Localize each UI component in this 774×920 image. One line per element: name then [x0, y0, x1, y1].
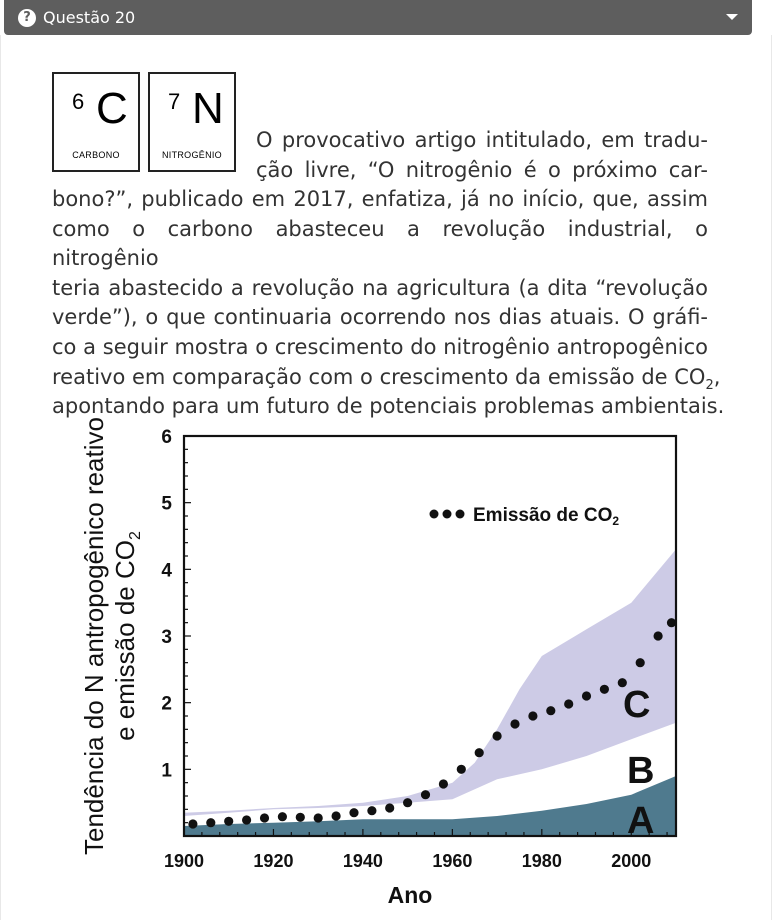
- legend-dot: [455, 509, 465, 519]
- y-tick-label: 3: [161, 627, 172, 648]
- y-axis-label-line2: e emissão de CO2: [110, 531, 144, 741]
- co2-point: [188, 819, 198, 829]
- x-tick-label: 2000: [611, 851, 651, 871]
- nitrogen-co2-chart: 1 2 3 4 5 6 1900 1920 1940 1960 1980 2000 Emissão d…: [79, 417, 678, 908]
- text-line: como o carbono abasteceu a revolução ind…: [52, 216, 708, 271]
- element-symbol: N: [192, 84, 224, 133]
- co2-point: [224, 816, 234, 826]
- co2-point: [349, 808, 359, 818]
- atomic-number: 7: [168, 89, 181, 114]
- atomic-number: 6: [72, 89, 85, 114]
- co2-point: [367, 806, 377, 816]
- question-header[interactable]: ? Questão 20: [4, 0, 752, 35]
- y-axis-label: Tendência do N antropogênico reativo e e…: [79, 417, 144, 855]
- y-tick-label: 5: [161, 494, 172, 515]
- question-text-body: bono?”, publicado em 2017, enfatiza, já …: [52, 185, 725, 422]
- co2-point: [331, 811, 341, 821]
- y-tick-label: 2: [161, 694, 172, 715]
- text-line: teria abastecido a revolução na agricult…: [52, 275, 708, 300]
- co2-point: [259, 813, 270, 823]
- legend: Emissão de CO2: [429, 505, 619, 528]
- text-line: O provocativo artigo intitulado, em trad…: [256, 128, 708, 152]
- text-line: reativo em comparação com o crescimento …: [52, 364, 721, 393]
- question-text-intro: O provocativo artigo intitulado, em trad…: [256, 126, 708, 185]
- region-label-b: B: [627, 750, 654, 792]
- element-name: CARBONO: [72, 150, 120, 160]
- question-panel: [0, 35, 772, 920]
- legend-label: Emissão de CO2: [473, 505, 619, 528]
- text-line: verde”), o que continuaria ocorrendo nos…: [52, 305, 708, 330]
- co2-point: [546, 706, 556, 716]
- co2-point: [206, 818, 216, 828]
- text-line: ção livre, “O nitrogênio é o próximo car…: [256, 157, 708, 182]
- text-line: bono?”, publicado em 2017, enfatiza, já …: [52, 187, 708, 211]
- y-axis-label-line1: Tendência do N antropogênico reativo: [79, 417, 109, 855]
- co2-point: [456, 764, 466, 774]
- co2-point: [474, 748, 484, 758]
- x-tick-label: 1900: [164, 851, 204, 871]
- co2-point: [510, 719, 520, 729]
- co2-point: [528, 711, 538, 721]
- element-symbol: C: [96, 84, 128, 133]
- co2-point: [438, 779, 448, 789]
- element-card-carbon: 6 C CARBONO: [52, 72, 140, 172]
- x-axis-label: Ano: [388, 882, 433, 908]
- y-tick-label: 4: [161, 560, 172, 581]
- co2-point: [653, 631, 663, 641]
- x-tick-label: 1980: [522, 851, 562, 871]
- region-label-c: C: [623, 684, 650, 726]
- chevron-down-icon[interactable]: [726, 14, 738, 20]
- question-circle-icon: ?: [18, 8, 36, 27]
- co2-point: [635, 658, 645, 668]
- area-a: [184, 776, 676, 836]
- x-tick-label: 1960: [432, 851, 472, 871]
- x-tick-label: 1940: [343, 851, 383, 871]
- co2-point: [492, 731, 502, 741]
- text-line: co a seguir mostra o crescimento do nitr…: [52, 334, 708, 359]
- region-label-a: A: [627, 800, 654, 842]
- co2-point: [295, 812, 305, 822]
- text-line: apontando para um futuro de potenciais p…: [52, 394, 725, 419]
- co2-point: [313, 813, 323, 823]
- co2-point: [277, 812, 287, 822]
- co2-point: [564, 699, 574, 709]
- co2-point: [617, 678, 627, 688]
- co2-point: [666, 618, 677, 628]
- band-c: [184, 549, 676, 816]
- co2-point: [420, 790, 431, 800]
- co2-point: [385, 803, 395, 813]
- y-tick-label: 1: [161, 760, 172, 781]
- element-card-nitrogen: 7 N NITROGÊNIO: [148, 72, 236, 172]
- y-tick-label: 6: [161, 427, 172, 448]
- question-title: Questão 20: [43, 8, 136, 27]
- co2-point: [599, 684, 610, 694]
- legend-dot: [429, 509, 439, 519]
- element-name: NITROGÊNIO: [161, 150, 222, 160]
- co2-point: [581, 691, 592, 701]
- co2-point: [403, 798, 413, 808]
- element-cards: 6 C CARBONO 7 N NITROGÊNIO: [52, 72, 236, 172]
- x-tick-label: 1920: [253, 851, 293, 871]
- co2-point: [242, 815, 252, 825]
- legend-dot: [442, 509, 452, 519]
